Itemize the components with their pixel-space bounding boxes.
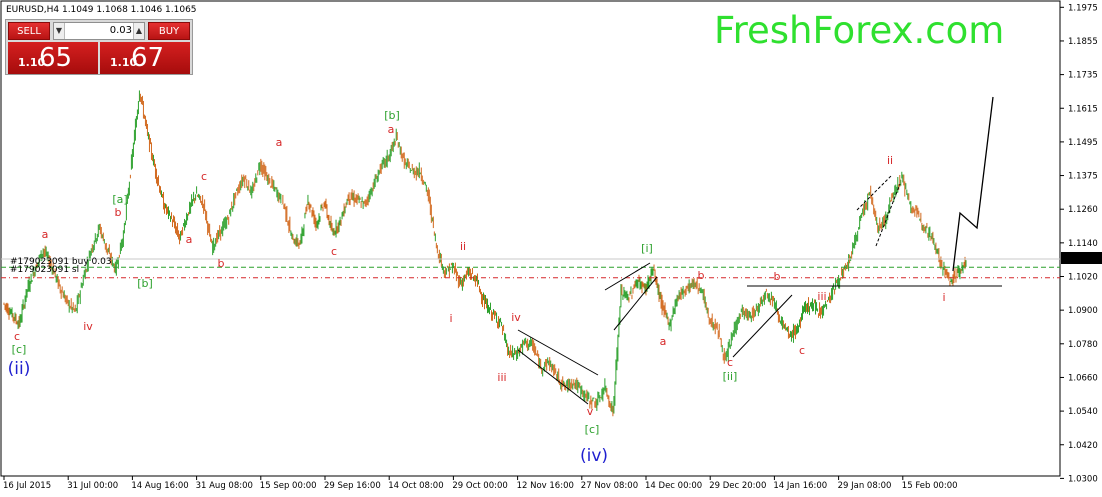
price-tick-label: 1.1140 — [1068, 239, 1098, 249]
buy-price-quote[interactable]: 1.10 67 — [100, 42, 190, 74]
wave-label-red: c — [331, 245, 337, 258]
current-price-label: 1.1065 — [1066, 254, 1096, 264]
channel-line — [604, 262, 651, 291]
wave-label-red: c — [799, 344, 805, 357]
wave-label-red: v — [587, 405, 594, 418]
price-tick-label: 1.1975 — [1068, 3, 1098, 13]
chart-overlays: #179023091 buy 0.03#179023091 sl 1.1065 — [1, 96, 1102, 405]
time-tick-label: 15 Sep 00:00 — [260, 481, 317, 491]
price-tick-label: 1.1855 — [1068, 37, 1098, 47]
time-tick-label: 12 Nov 16:00 — [517, 481, 574, 491]
wave-label-red: ii — [460, 240, 466, 253]
wave-label-red: iv — [83, 320, 93, 333]
channel-line — [856, 174, 893, 211]
buy-price-pips: 67 — [131, 43, 165, 73]
wave-label-red: b — [774, 270, 781, 283]
forecast-path — [952, 96, 994, 272]
time-tick-label: 29 Oct 00:00 — [452, 481, 507, 491]
time-tick-label: 14 Jan 16:00 — [773, 481, 827, 491]
wave-label-red: iii — [497, 371, 506, 384]
symbol-info: EURUSD,H4 1.1049 1.1068 1.1046 1.1065 — [6, 5, 197, 15]
price-tick-label: 1.1260 — [1068, 205, 1098, 215]
wave-label-red: a — [276, 136, 283, 149]
wave-label-blue: (iv) — [580, 446, 608, 466]
wave-label-red: i — [449, 312, 452, 325]
channel-line — [613, 276, 658, 331]
stop-loss-label: #179023091 sl — [10, 265, 79, 275]
wave-label-red: c — [727, 356, 733, 369]
wave-label-red: a — [42, 228, 49, 241]
wave-label-green: [b] — [384, 109, 400, 122]
time-tick-label: 31 Aug 08:00 — [196, 481, 253, 491]
price-tick-label: 1.1375 — [1068, 172, 1098, 182]
price-tick-label: 1.0780 — [1068, 340, 1098, 350]
sell-price-quote[interactable]: 1.10 65 — [8, 42, 98, 74]
channel-line — [517, 349, 589, 405]
time-tick-label: 14 Dec 00:00 — [645, 481, 702, 491]
buy-button[interactable]: BUY — [148, 22, 190, 40]
price-tick-label: 1.0420 — [1068, 441, 1098, 451]
time-tick-label: 27 Nov 08:00 — [581, 481, 638, 491]
one-click-trade-panel: SELL ▼ ▲ BUY 1.10 65 1.10 67 — [5, 19, 193, 75]
price-tick-label: 1.0540 — [1068, 407, 1098, 417]
sell-price-prefix: 1.10 — [18, 56, 46, 69]
lot-size-field: ▼ ▲ — [53, 22, 145, 40]
wave-label-green: [i] — [641, 242, 653, 255]
time-tick-label: 29 Jan 08:00 — [838, 481, 892, 491]
price-tick-label: 1.0900 — [1068, 306, 1098, 316]
wave-label-red: b — [115, 206, 122, 219]
wave-label-red: iv — [511, 311, 521, 324]
price-tick-label: 1.1020 — [1068, 273, 1098, 283]
time-axis: 16 Jul 2015 31 Jul 00:00 14 Aug 16:00 31 Au… — [3, 476, 958, 491]
lot-input[interactable] — [66, 24, 132, 37]
buy-order-label: #179023091 buy 0.03 — [10, 257, 112, 267]
brand-watermark: FreshForex.com — [714, 9, 1004, 52]
sell-price-pips: 65 — [39, 43, 73, 73]
buy-price-prefix: 1.10 — [110, 56, 138, 69]
time-tick-label: 31 Jul 00:00 — [67, 481, 118, 491]
lot-increase-icon[interactable]: ▲ — [133, 23, 144, 39]
wave-label-red: b — [218, 257, 225, 270]
price-axis: 1.1975 1.1855 1.1735 1.1615 1.1495 1.1375 1.12… — [1060, 3, 1098, 484]
price-tick-label: 1.1615 — [1068, 104, 1098, 114]
channel-line — [732, 294, 793, 358]
wave-label-red: a — [660, 335, 667, 348]
price-tick-label: 1.0660 — [1068, 373, 1098, 383]
wave-label-green: [b] — [137, 277, 153, 290]
wave-label-green: [c] — [12, 343, 27, 356]
wave-label-green: [a] — [112, 193, 127, 206]
wave-label-green: [ii] — [723, 370, 738, 383]
time-tick-label: 14 Oct 08:00 — [388, 481, 443, 491]
wave-label-red: b — [698, 269, 705, 282]
time-tick-label: 29 Sep 16:00 — [324, 481, 381, 491]
lot-decrease-icon[interactable]: ▼ — [54, 23, 65, 39]
wave-label-red: a — [388, 123, 395, 136]
price-tick-label: 1.1735 — [1068, 71, 1098, 81]
wave-label-red: iii — [817, 290, 826, 303]
time-tick-label: 14 Aug 16:00 — [131, 481, 188, 491]
channel-line — [517, 329, 599, 376]
wave-label-red: c — [201, 170, 207, 183]
plot-frame — [0, 0, 1061, 477]
price-tick-label: 1.1495 — [1068, 138, 1098, 148]
time-tick-label: 16 Jul 2015 — [3, 481, 51, 491]
wave-label-red: i — [942, 291, 945, 304]
time-tick-label: 15 Feb 00:00 — [902, 481, 958, 491]
wave-label-red: ii — [887, 154, 893, 167]
price-tick-label: 1.0300 — [1068, 474, 1098, 484]
time-tick-label: 29 Dec 20:00 — [709, 481, 766, 491]
channel-line — [875, 183, 901, 247]
sell-button[interactable]: SELL — [8, 22, 50, 40]
wave-label-red: a — [186, 233, 193, 246]
wave-label-blue: (ii) — [8, 359, 31, 379]
current-price-box — [1061, 252, 1102, 264]
wave-label-green: [c] — [585, 423, 600, 436]
wave-label-red: c — [14, 330, 20, 343]
